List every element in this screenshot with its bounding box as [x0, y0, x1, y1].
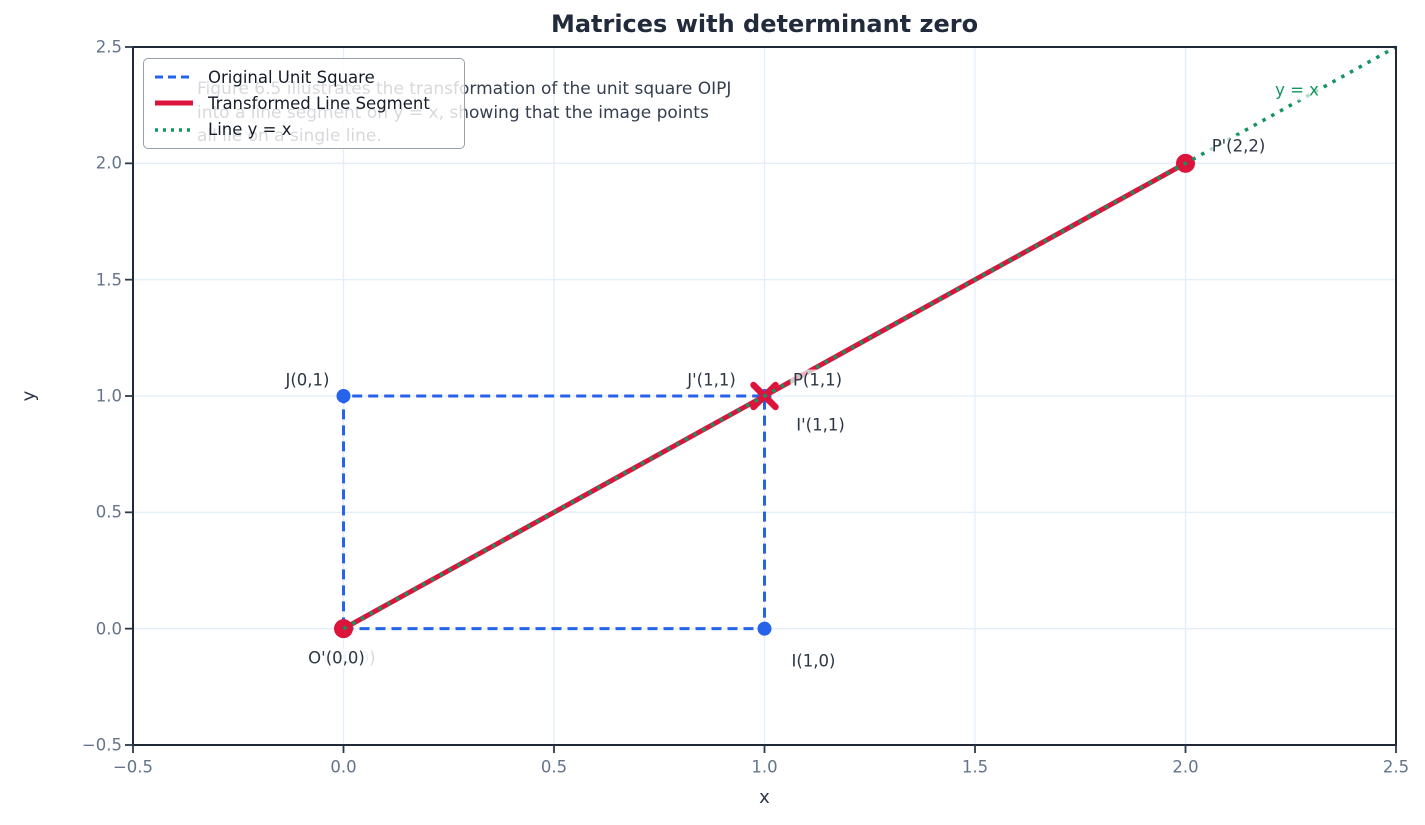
- x-tick-label: 2.5: [1382, 757, 1410, 777]
- point-label: y = x: [1272, 79, 1322, 101]
- y-tick-label: 1.5: [95, 270, 122, 290]
- legend-item-label: Line y = x: [208, 120, 292, 140]
- legend-line-sample: [155, 100, 193, 106]
- legend-item: Line y = x: [152, 120, 456, 139]
- x-tick-label: 2.0: [1172, 757, 1199, 777]
- x-tick-label: 0.5: [540, 757, 568, 777]
- legend-item: Original Unit Square: [152, 68, 456, 87]
- legend: Original Unit Square Transformed Line Seg…: [143, 58, 465, 149]
- original-unit-square-line: [342, 394, 766, 631]
- legend-item-label: Original Unit Square: [208, 67, 375, 87]
- y-tick-label: 0.5: [95, 502, 122, 522]
- x-axis-label: x: [759, 787, 770, 808]
- point-label: J(0,1): [282, 369, 333, 391]
- y-axis-label: y: [18, 390, 40, 402]
- point-label: I'(1,1): [793, 414, 848, 436]
- point-label: O'(0,0): [305, 647, 368, 669]
- point-label: I(1,0): [788, 650, 839, 672]
- chart-title: Matrices with determinant zero: [550, 10, 979, 38]
- y-tick-label: 1.0: [95, 386, 122, 406]
- x-tick-label: 1.0: [751, 757, 778, 777]
- legend-line-sample: [155, 75, 193, 79]
- legend-item: Transformed Line Segment: [152, 94, 456, 113]
- legend-item-label: Transformed Line Segment: [208, 93, 430, 113]
- y-tick-label: −0.5: [81, 735, 122, 755]
- unit-square-corner: [336, 389, 351, 403]
- point-label: P'(2,2): [1208, 135, 1269, 157]
- x-tick-label: 1.5: [961, 757, 989, 777]
- y-tick-label: 0.0: [95, 619, 122, 639]
- y-tick-label: 2.0: [95, 153, 122, 173]
- y-tick-label: 2.5: [95, 37, 122, 57]
- point-label: J'(1,1): [684, 369, 739, 391]
- x-tick-label: 0.0: [330, 757, 357, 777]
- unit-square-corner: [757, 621, 772, 636]
- legend-line-sample: [155, 128, 193, 132]
- point-label: P(1,1): [789, 369, 846, 391]
- x-tick-label: −0.5: [112, 757, 154, 777]
